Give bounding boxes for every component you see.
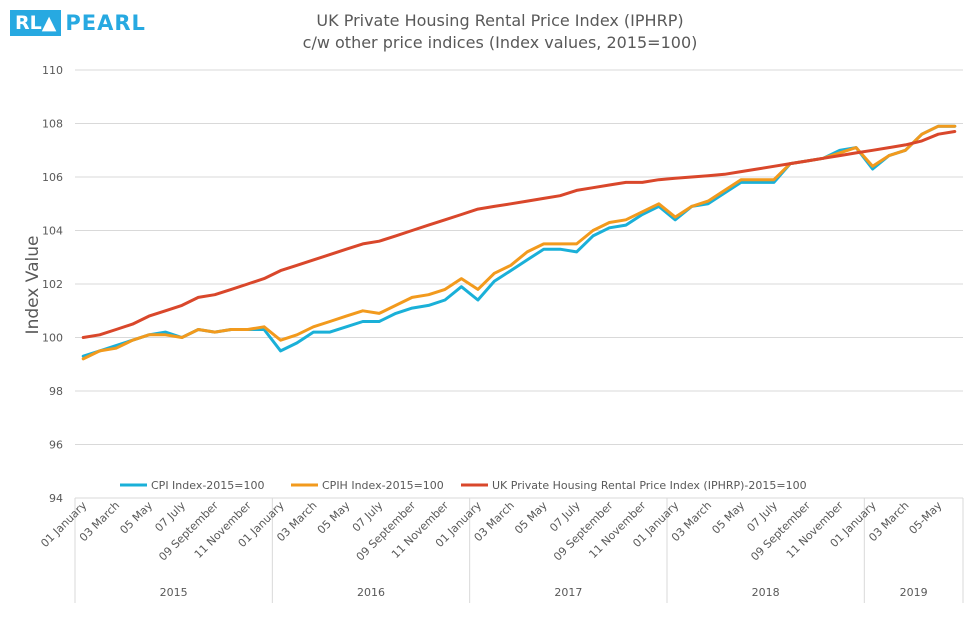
x-tick-label: 05-May bbox=[906, 499, 944, 537]
y-tick-label: 96 bbox=[49, 439, 63, 452]
y-tick-label: 104 bbox=[42, 225, 63, 238]
series-line-2 bbox=[81, 124, 957, 361]
series-line-1 bbox=[81, 124, 957, 358]
gridlines bbox=[75, 69, 963, 445]
chart-title: UK Private Housing Rental Price Index (I… bbox=[316, 11, 684, 30]
legend-label: CPI Index-2015=100 bbox=[151, 479, 265, 492]
y-axis-label: Index Value bbox=[23, 236, 43, 335]
logo-text: PEARL bbox=[65, 11, 146, 35]
chart-subtitle: c/w other price indices (Index values, 2… bbox=[302, 33, 698, 52]
x-tick-label: 01 January bbox=[38, 499, 89, 550]
x-tick-label: 05 May bbox=[512, 499, 550, 537]
year-label: 2019 bbox=[900, 586, 928, 599]
year-label: 2018 bbox=[752, 586, 780, 599]
x-tick-label: 05 May bbox=[315, 499, 353, 537]
x-tick-label: 05 May bbox=[117, 499, 155, 537]
y-tick-label: 106 bbox=[42, 171, 63, 184]
y-tick-label: 100 bbox=[42, 332, 63, 345]
y-tick-label: 94 bbox=[49, 492, 63, 505]
x-tick-label: 11 November bbox=[192, 499, 254, 561]
rla-pearl-logo: RL▲ PEARL bbox=[10, 10, 146, 36]
legend: CPI Index-2015=100 CPIH Index-2015=100 UK … bbox=[120, 479, 807, 492]
y-tick-label: 98 bbox=[49, 385, 63, 398]
year-label: 2015 bbox=[160, 586, 188, 599]
y-tick-label: 108 bbox=[42, 118, 63, 131]
logo-badge: RL▲ bbox=[10, 10, 62, 36]
series-line-3 bbox=[81, 130, 957, 339]
x-tick-label: 11 November bbox=[586, 499, 648, 561]
y-tick-label: 102 bbox=[42, 278, 63, 291]
y-axis-ticks: 94 96 98 100 102 104 106 108 110 bbox=[42, 64, 63, 505]
series-lines bbox=[81, 124, 957, 361]
x-tick-label: 11 November bbox=[784, 499, 846, 561]
x-tick-label: 05 May bbox=[709, 499, 747, 537]
x-tick-label: 11 November bbox=[389, 499, 451, 561]
legend-label: UK Private Housing Rental Price Index (I… bbox=[492, 479, 807, 492]
legend-label: CPIH Index-2015=100 bbox=[322, 479, 444, 492]
y-tick-label: 110 bbox=[42, 64, 63, 77]
year-label: 2016 bbox=[357, 586, 385, 599]
year-label: 2017 bbox=[554, 586, 582, 599]
